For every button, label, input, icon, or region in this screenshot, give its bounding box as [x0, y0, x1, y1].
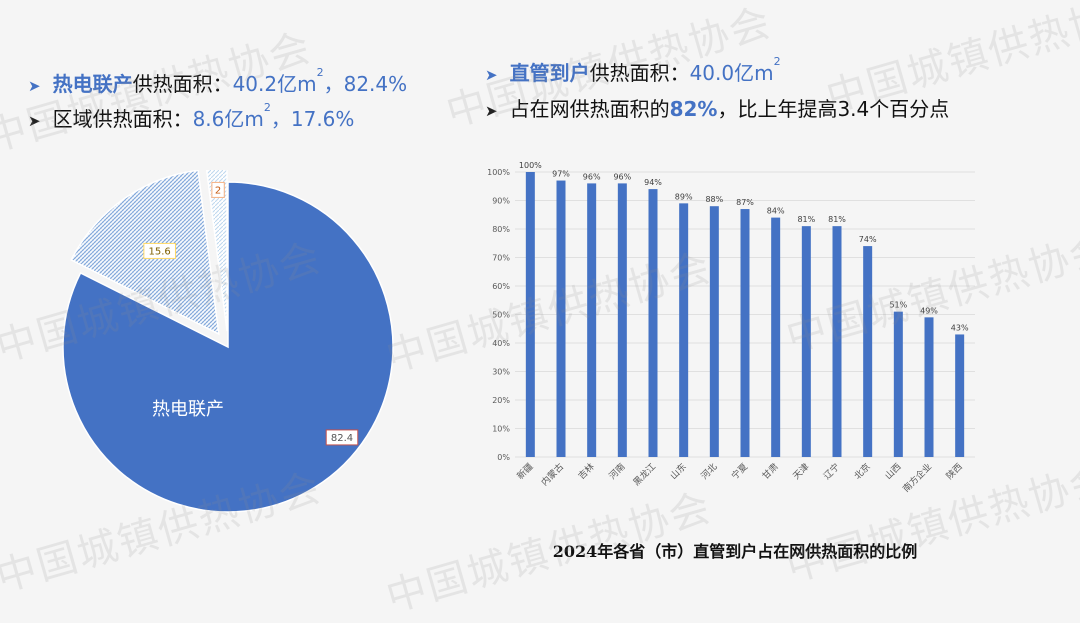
pie-chart: 82.4 15.6 2 热电联产 [62, 170, 394, 513]
bar-data-label: 74% [859, 235, 877, 244]
pie-data-label: 2 [215, 185, 221, 196]
bar [556, 180, 566, 458]
bar [740, 209, 750, 457]
bar-data-label: 100% [519, 161, 542, 170]
summary-direct-line: ➤ 直管到户 供热面积： 40.0亿m2 [485, 55, 781, 86]
arrow-bullet-icon: ➤ [485, 102, 498, 120]
bar-data-label: 96% [583, 172, 601, 181]
y-tick-label: 90% [492, 197, 510, 206]
pie-slice-chp [62, 181, 394, 513]
bar-data-label: 97% [552, 170, 570, 179]
bar-data-label: 88% [705, 195, 723, 204]
chp-value: 40.2亿m2，82.4% [232, 66, 408, 96]
bar [863, 246, 873, 457]
pie-data-label: 82.4 [331, 433, 353, 444]
direct-value: 40.0亿m2 [689, 55, 781, 85]
bar-data-label: 43% [951, 323, 969, 332]
y-tick-label: 20% [492, 396, 510, 405]
chp-label: 供热面积： [132, 72, 233, 96]
pie-data-label-box [143, 242, 176, 259]
bar [771, 217, 781, 457]
direct-highlight: 直管到户 [509, 61, 590, 85]
x-category-label: 甘肃 [760, 461, 781, 482]
y-tick-label: 70% [492, 254, 510, 263]
bar [709, 206, 719, 457]
bar-data-label: 81% [797, 215, 815, 224]
bar [801, 226, 811, 457]
pie-data-label-box [211, 181, 225, 198]
x-category-label: 山西 [883, 461, 904, 482]
share-label: 占在网供热面积的 [509, 97, 670, 121]
y-tick-label: 50% [492, 311, 510, 320]
district-value: 8.6亿m2，17.6% [192, 101, 355, 131]
arrow-bullet-icon: ➤ [28, 112, 41, 130]
bar-data-label: 84% [767, 207, 785, 216]
y-tick-label: 60% [492, 282, 510, 291]
x-category-label: 陕西 [944, 461, 965, 482]
arrow-bullet-icon: ➤ [28, 77, 41, 95]
bar [587, 183, 597, 457]
y-tick-label: 30% [492, 368, 510, 377]
bar [525, 172, 535, 457]
bar-data-label: 87% [736, 198, 754, 207]
chp-highlight: 热电联产 [52, 72, 133, 96]
x-category-label: 河北 [698, 461, 719, 482]
x-category-label: 黑龙江 [631, 461, 659, 489]
pie-data-label-box [325, 429, 359, 446]
pie-data-label: 15.6 [149, 246, 171, 257]
bar-data-label: 49% [920, 306, 938, 315]
bar-data-label: 81% [828, 215, 846, 224]
direct-label: 供热面积： [589, 61, 690, 85]
arrow-bullet-icon: ➤ [485, 66, 498, 84]
summary-share-line: ➤ 占在网供热面积的 82% ，比上年提高3.4个百分点 [485, 93, 949, 122]
bar [617, 183, 627, 457]
pie-slice-other [205, 170, 228, 332]
x-category-label: 南方企业 [900, 461, 934, 495]
share-suffix: ，比上年提高3.4个百分点 [717, 97, 950, 121]
bar-chart: 0% 10% 20% 30% 40% 50% 60% 70% 80% 90% 100% 100% 新疆… [487, 161, 975, 495]
share-highlight: 82% [669, 97, 718, 121]
x-category-label: 天津 [791, 461, 812, 482]
bar [679, 203, 689, 457]
y-tick-label: 40% [492, 339, 510, 348]
bar [893, 311, 903, 457]
bar-data-label: 96% [613, 172, 631, 181]
pie-inner-label: 热电联产 [152, 399, 224, 420]
summary-district-line: ➤ 区域供热面积： 8.6亿m2，17.6% [28, 101, 355, 132]
district-label: 区域供热面积： [52, 107, 193, 131]
bar [924, 317, 934, 457]
bar [648, 189, 658, 457]
bar [832, 226, 842, 457]
x-category-label: 北京 [852, 461, 873, 482]
bar-chart-caption: 2024年各省（市）直管到户占在网供热面积的比例 [552, 542, 918, 561]
x-category-label: 吉林 [576, 461, 597, 482]
summary-chp-line: ➤ 热电联产 供热面积： 40.2亿m2，82.4% [28, 66, 408, 97]
x-category-label: 内蒙古 [539, 461, 567, 489]
y-tick-label: 80% [492, 225, 510, 234]
y-tick-label: 100% [487, 168, 510, 177]
x-category-label: 河南 [606, 461, 627, 482]
bar-data-label: 94% [644, 178, 662, 187]
bar-data-label: 51% [889, 301, 907, 310]
bar-data-label: 89% [675, 192, 693, 201]
x-category-label: 宁夏 [729, 461, 750, 482]
y-tick-label: 10% [492, 425, 510, 434]
x-category-label: 山东 [668, 461, 689, 482]
x-category-label: 新疆 [514, 461, 535, 482]
x-category-label: 辽宁 [821, 461, 842, 482]
bar [955, 334, 965, 457]
y-tick-label: 0% [497, 453, 510, 462]
